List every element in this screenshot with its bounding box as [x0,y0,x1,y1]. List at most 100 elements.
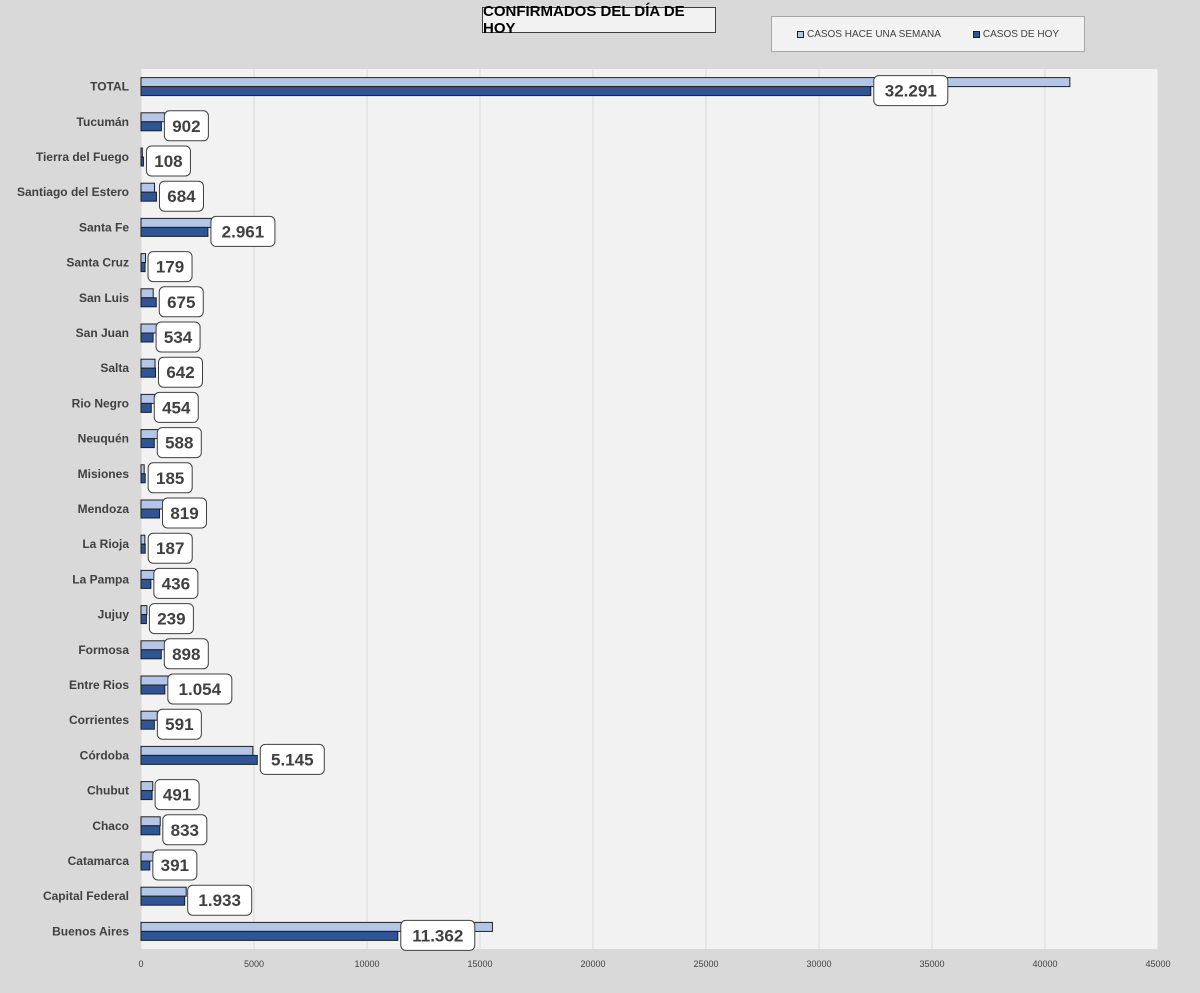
gridlines [140,69,1159,949]
bar-week-ago [140,464,145,475]
bar-week-ago [140,710,158,721]
legend-swatch-today [972,30,980,38]
x-tick-label: 35000 [919,959,944,969]
data-label-box [163,110,209,142]
bar-week-ago [140,745,254,756]
bar-week-ago [140,886,187,897]
bar-week-ago [140,534,146,545]
data-label-box [147,251,193,283]
data-label-box [153,391,199,423]
data-label-box [210,215,276,247]
category-label: Jujuy [98,608,130,622]
data-label: 898 [172,645,200,664]
data-label: 642 [166,363,194,382]
bar-today [140,719,155,730]
category-label: Santiago del Estero [17,185,129,199]
bar-today [140,473,146,484]
data-label-box [156,427,202,459]
data-label: 591 [165,715,193,734]
bar-week-ago [140,429,160,440]
data-label: 902 [172,117,200,136]
x-tick-label: 45000 [1145,959,1170,969]
data-label-box [873,75,949,107]
x-tick-labels: 0 5000 10000 15000 20000 25000 30000 35000 40000… [138,959,1170,969]
x-tick-label: 15000 [467,959,492,969]
data-label: 819 [170,504,198,523]
bar-week-ago [140,253,147,264]
data-label: 179 [156,258,184,277]
bar-today [140,438,155,449]
category-label: Formosa [78,643,129,657]
category-label: La Pampa [72,572,129,586]
legend-item-week-ago: CASOS HACE UNA SEMANA [796,28,941,40]
category-label: Neuquén [78,432,129,446]
data-label: 32.291 [885,82,937,101]
data-labels: 32.291 902 108 684 2.961 179 675 534 642 454 588 18… [145,75,949,951]
bar-today [140,367,157,378]
bar-week-ago [140,569,156,580]
data-label: 1.054 [179,680,222,699]
bar-week-ago [140,323,157,334]
bar-today [140,543,146,554]
data-label: 108 [154,152,182,171]
category-label: Entre Rios [69,678,129,692]
category-label: San Juan [76,326,129,340]
data-label: 588 [165,434,193,453]
category-label: Salta [100,361,129,375]
bar-today [140,508,161,519]
bar-week-ago [140,675,169,686]
data-label: 833 [171,821,199,840]
bar-today [140,121,162,132]
data-label-box [158,356,204,388]
category-label: Buenos Aires [52,924,129,938]
bar-today [140,578,152,589]
data-label: 187 [156,539,184,558]
data-label-box [153,567,199,599]
legend-item-today: CASOS DE HOY [972,29,1059,40]
x-tick-label: 25000 [693,959,718,969]
bar-today [140,402,152,413]
legend-label-week-ago: CASOS HACE UNA SEMANA [806,28,941,40]
x-tick-label: 20000 [580,959,605,969]
category-label: Tierra del Fuego [36,150,129,164]
category-label: Chaco [92,819,129,833]
category-label: Mendoza [78,502,130,516]
category-label: Santa Cruz [66,256,129,270]
data-label: 675 [167,293,195,312]
bar-today [140,297,157,308]
x-tick-label: 30000 [806,959,831,969]
data-label: 391 [161,856,189,875]
data-label-box [154,779,200,811]
data-label-box [187,884,253,916]
bar-today [140,156,144,167]
bar-today [140,191,157,202]
data-label-box [400,919,476,951]
data-label-box [158,180,204,212]
bar-today [140,895,186,906]
bar-week-ago [140,147,143,158]
category-label: Catamarca [68,854,130,868]
category-label: San Luis [79,291,129,305]
bar-today [140,649,162,660]
x-tick-label: 0 [138,959,143,969]
bar-week-ago [140,288,154,299]
data-label: 239 [157,610,185,629]
bar-today [140,614,147,625]
data-label-box [148,603,194,635]
bar-today [140,684,166,695]
data-label: 436 [162,574,190,593]
bar-today [140,860,151,871]
bar-today [140,930,399,941]
data-label-box [163,638,209,670]
category-label: Chubut [87,784,129,798]
bar-week-ago [140,217,214,228]
bar-today [140,754,258,765]
data-label: 185 [156,469,184,488]
chart-title: CONFIRMADOS DEL DÍA DE HOY [482,3,716,37]
legend: CASOS HACE UNA SEMANA CASOS DE HOY [771,16,1085,52]
bar-week-ago [140,816,161,827]
category-labels: TOTAL Tucumán Tierra del Fuego Santiago del… [17,80,129,939]
data-label-box [147,532,193,564]
